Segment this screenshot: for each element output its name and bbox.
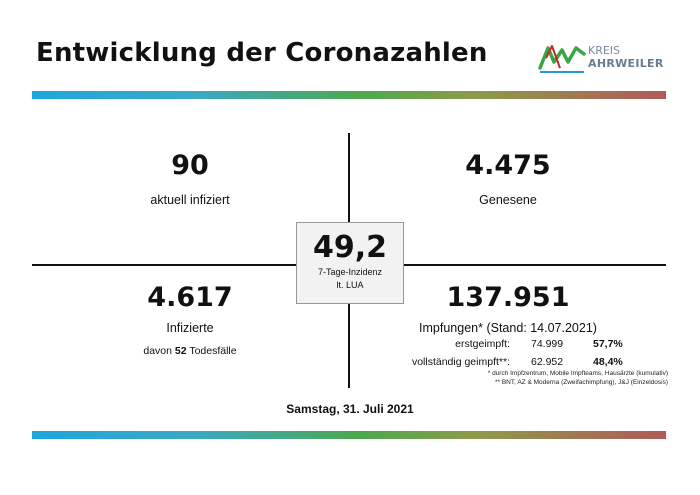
- page-title: Entwicklung der Coronazahlen: [36, 38, 488, 68]
- deaths-suffix: Todesfälle: [189, 345, 237, 357]
- footnote-2: ** BNT, AZ & Moderna (Zweifachimpfung), …: [494, 379, 668, 386]
- deaths-count: 52: [174, 345, 187, 357]
- first-dose-count: 74.999: [531, 338, 564, 350]
- kreis-ahrweiler-logo: KREIS AHRWEILER: [538, 40, 678, 76]
- deaths-prefix: davon: [143, 345, 172, 357]
- recovered-panel: 4.475 Genesene: [408, 150, 608, 208]
- logo-line1: KREIS: [588, 44, 621, 57]
- logo-mark-icon: [538, 45, 586, 73]
- incidence-label-line2: lt. LUA: [336, 280, 364, 290]
- infected-panel: 4.617 Infizierte davon 52 Todesfälle: [90, 282, 290, 357]
- incidence-box: 49,2 7-Tage-Inzidenz lt. LUA: [296, 222, 404, 304]
- first-dose-percent: 57,7%: [593, 338, 623, 350]
- logo-line2: AHRWEILER: [588, 57, 664, 70]
- vaccinations-panel: 137.951 Impfungen* (Stand: 14.07.2021): [408, 282, 608, 336]
- recovered-label: Genesene: [479, 193, 537, 207]
- horizontal-divider-left: [32, 264, 296, 266]
- first-dose-label: erstgeimpft:: [455, 338, 510, 350]
- deaths-line: davon 52 Todesfälle: [90, 345, 290, 357]
- top-gradient-bar: [32, 91, 666, 99]
- active-infections-value: 90: [171, 150, 209, 181]
- footnotes: * durch Impfzentrum, Mobile Impfteams, H…: [488, 369, 668, 387]
- recovered-value: 4.475: [465, 150, 551, 181]
- active-infections-panel: 90 aktuell infiziert: [90, 150, 290, 208]
- incidence-label-line1: 7-Tage-Inzidenz: [317, 267, 383, 277]
- full-dose-count: 62.952: [531, 356, 564, 368]
- active-infections-label: aktuell infiziert: [150, 193, 230, 207]
- full-dose-label: vollständig geimpft**:: [411, 356, 510, 368]
- report-date: Samstag, 31. Juli 2021: [286, 402, 414, 416]
- bottom-gradient-bar: [32, 431, 666, 439]
- incidence-value: 49,2: [312, 230, 388, 265]
- infected-value: 4.617: [147, 282, 233, 313]
- vaccinations-label: Impfungen* (Stand: 14.07.2021): [419, 321, 597, 335]
- footnote-1: * durch Impfzentrum, Mobile Impfteams, H…: [487, 370, 668, 377]
- infected-label: Infizierte: [166, 321, 214, 335]
- vaccinations-value: 137.951: [446, 282, 570, 313]
- horizontal-divider-right: [404, 264, 666, 266]
- full-dose-percent: 48,4%: [593, 356, 623, 368]
